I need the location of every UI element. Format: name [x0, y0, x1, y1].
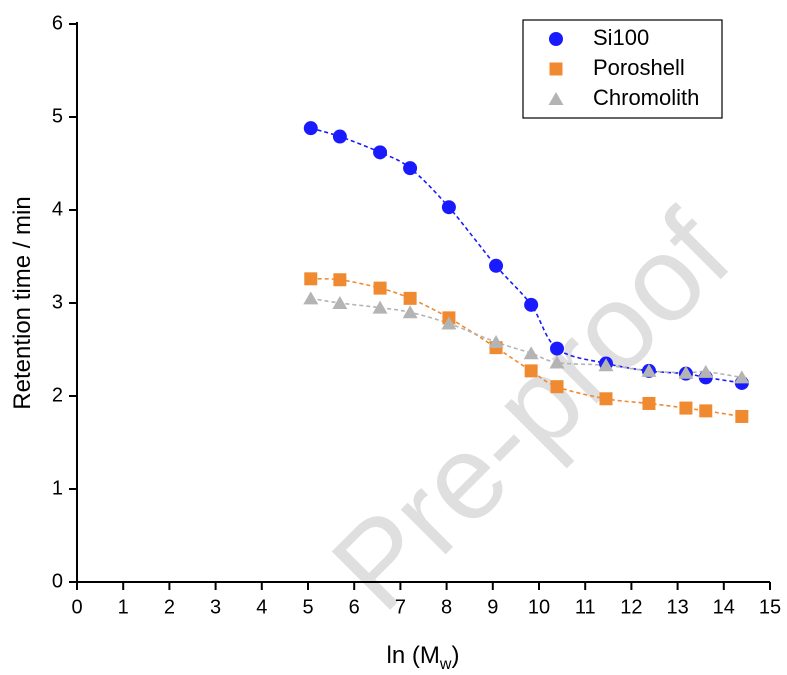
- x-tick-label: 12: [620, 596, 642, 618]
- x-tick-label: 9: [487, 596, 498, 618]
- point: [524, 297, 539, 312]
- legend-marker: [548, 92, 564, 105]
- x-tick-label: 2: [164, 596, 175, 618]
- x-tick-label: 4: [256, 596, 267, 618]
- point: [735, 409, 749, 423]
- point: [372, 300, 388, 314]
- point: [549, 355, 565, 369]
- point: [598, 358, 614, 372]
- x-tick-label: 1: [118, 596, 129, 618]
- point: [403, 161, 418, 176]
- legend-label: Chromolith: [593, 85, 699, 110]
- x-axis-title-part: ): [451, 642, 459, 669]
- point: [550, 380, 564, 394]
- x-axis-title-sub: w: [439, 656, 452, 673]
- point: [489, 258, 504, 273]
- point: [303, 291, 319, 305]
- x-tick-label: 10: [528, 596, 550, 618]
- point: [373, 145, 388, 160]
- x-tick-label: 11: [575, 596, 596, 618]
- y-tick-label: 1: [52, 477, 63, 499]
- y-tick-label: 4: [52, 198, 63, 220]
- point: [524, 364, 538, 378]
- point: [303, 121, 318, 136]
- point: [678, 365, 694, 379]
- x-tick-label: 3: [210, 596, 221, 618]
- point: [734, 370, 750, 384]
- point: [642, 396, 656, 410]
- point: [679, 401, 693, 415]
- y-tick-label: 6: [52, 12, 63, 34]
- y-tick-label: 2: [52, 384, 63, 406]
- y-axis-title: Retention time / min: [9, 196, 36, 409]
- point: [403, 291, 417, 305]
- point: [698, 364, 714, 378]
- x-axis-title-part: ln (M: [387, 642, 440, 669]
- point: [333, 273, 347, 287]
- point: [402, 305, 418, 319]
- point: [332, 296, 348, 309]
- y-tick-label: 5: [52, 105, 63, 127]
- x-tick-label: 6: [349, 596, 360, 618]
- x-tick-label: 14: [713, 596, 735, 618]
- x-tick-label: 8: [441, 596, 452, 618]
- point: [373, 281, 387, 295]
- point: [523, 346, 539, 360]
- x-tick-label: 0: [71, 596, 82, 618]
- legend-marker: [549, 32, 563, 46]
- point: [699, 404, 713, 418]
- x-tick-label: 5: [302, 596, 313, 618]
- y-tick-label: 0: [52, 570, 63, 592]
- y-tick-label: 3: [52, 291, 63, 313]
- legend-label: Si100: [593, 25, 649, 50]
- x-tick-label: 13: [666, 596, 688, 618]
- legend-label: Poroshell: [593, 55, 685, 80]
- point: [304, 272, 318, 286]
- x-tick-label: 7: [395, 596, 406, 618]
- point: [332, 129, 347, 144]
- point: [599, 392, 613, 406]
- point: [550, 341, 565, 356]
- point: [641, 363, 657, 377]
- x-axis-title: ln (Mw): [387, 642, 460, 673]
- point: [441, 200, 456, 215]
- legend-marker: [549, 62, 563, 76]
- x-tick-label: 15: [759, 596, 781, 618]
- point: [488, 335, 504, 349]
- point: [441, 316, 457, 330]
